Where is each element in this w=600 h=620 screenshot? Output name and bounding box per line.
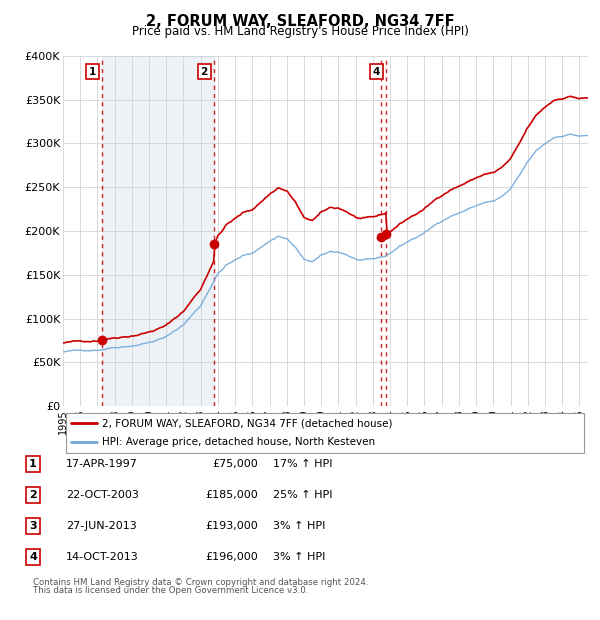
Text: 22-OCT-2003: 22-OCT-2003 <box>66 490 139 500</box>
Text: Price paid vs. HM Land Registry's House Price Index (HPI): Price paid vs. HM Land Registry's House … <box>131 25 469 38</box>
Text: Contains HM Land Registry data © Crown copyright and database right 2024.: Contains HM Land Registry data © Crown c… <box>33 577 368 587</box>
Text: 2: 2 <box>29 490 37 500</box>
FancyBboxPatch shape <box>65 412 584 453</box>
Bar <box>103 56 214 406</box>
Text: £193,000: £193,000 <box>205 521 258 531</box>
Text: 2: 2 <box>200 66 208 76</box>
Text: 4: 4 <box>29 552 37 562</box>
Text: 17% ↑ HPI: 17% ↑ HPI <box>273 459 332 469</box>
Text: 1: 1 <box>88 66 96 76</box>
Text: £75,000: £75,000 <box>212 459 258 469</box>
Text: 27-JUN-2013: 27-JUN-2013 <box>66 521 137 531</box>
Text: HPI: Average price, detached house, North Kesteven: HPI: Average price, detached house, Nort… <box>103 438 376 448</box>
Text: 3% ↑ HPI: 3% ↑ HPI <box>273 552 325 562</box>
Text: £196,000: £196,000 <box>205 552 258 562</box>
Text: 3% ↑ HPI: 3% ↑ HPI <box>273 521 325 531</box>
Text: 17-APR-1997: 17-APR-1997 <box>66 459 138 469</box>
Text: £185,000: £185,000 <box>205 490 258 500</box>
Text: 4: 4 <box>373 66 380 76</box>
Text: 14-OCT-2013: 14-OCT-2013 <box>66 552 139 562</box>
Text: This data is licensed under the Open Government Licence v3.0.: This data is licensed under the Open Gov… <box>33 586 308 595</box>
Text: 1: 1 <box>29 459 37 469</box>
Text: 2, FORUM WAY, SLEAFORD, NG34 7FF: 2, FORUM WAY, SLEAFORD, NG34 7FF <box>146 14 454 29</box>
Text: 2, FORUM WAY, SLEAFORD, NG34 7FF (detached house): 2, FORUM WAY, SLEAFORD, NG34 7FF (detach… <box>103 418 393 428</box>
Text: 3: 3 <box>29 521 37 531</box>
Text: 25% ↑ HPI: 25% ↑ HPI <box>273 490 332 500</box>
